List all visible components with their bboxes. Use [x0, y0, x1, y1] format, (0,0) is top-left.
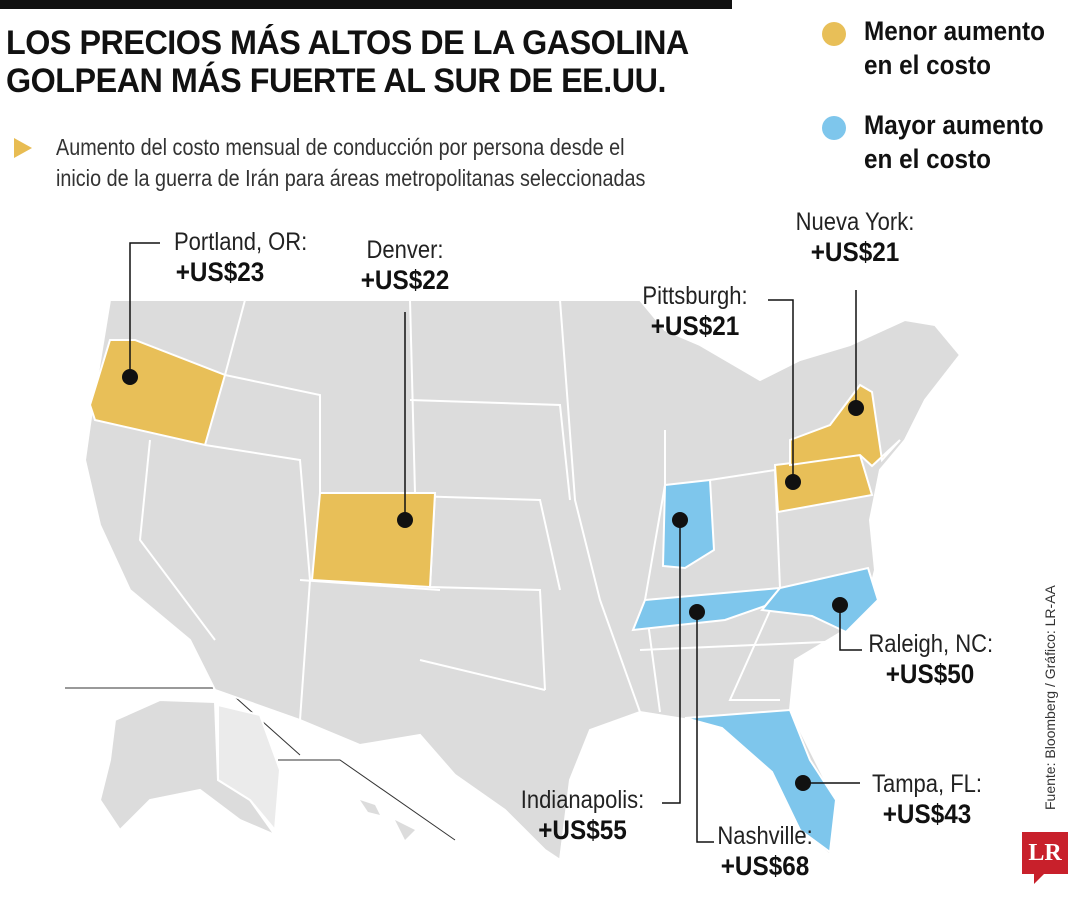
state-tennessee: [631, 586, 783, 632]
legend-dot-high: [822, 116, 846, 140]
state-new-york: [789, 383, 901, 468]
top-rule: [0, 0, 732, 9]
subtitle: Aumento del costo mensual de conducción …: [56, 134, 646, 191]
state-florida: [684, 708, 838, 854]
label-pittsburgh: Pittsburgh: +US$21: [642, 282, 748, 341]
marker-denver: [397, 512, 413, 528]
marker-indianapolis: [672, 512, 688, 528]
source-credit: Fuente: Bloomberg / Gráfico: LR-AA: [1042, 585, 1058, 810]
label-denver: Denver: +US$22: [360, 236, 450, 295]
marker-new-york: [848, 400, 864, 416]
legend-dot-low: [822, 22, 846, 46]
state-colorado: [310, 492, 437, 589]
label-raleigh: Raleigh, NC: +US$50: [868, 630, 994, 689]
legend-low: Menor aumento en el costo: [864, 16, 1045, 80]
marker-portland: [122, 369, 138, 385]
city-markers: [122, 369, 864, 791]
label-new-york: Nueva York: +US$21: [795, 208, 915, 267]
marker-nashville: [689, 604, 705, 620]
marker-pittsburgh: [785, 474, 801, 490]
leader-lines: [129, 242, 862, 843]
label-nashville: Nashville: +US$68: [717, 822, 813, 881]
title: LOS PRECIOS MÁS ALTOS DE LA GASOLINA GOL…: [6, 24, 689, 100]
bullet-triangle-icon: [14, 138, 32, 158]
label-portland: Portland, OR: +US$23: [174, 228, 308, 287]
legend-high: Mayor aumento en el costo: [864, 110, 1044, 174]
state-oregon: [88, 339, 227, 447]
marker-raleigh: [832, 597, 848, 613]
state-north-carolina: [760, 566, 880, 634]
label-indianapolis: Indianapolis: +US$55: [520, 786, 645, 845]
inset-alaska-hawaii: [65, 687, 456, 841]
label-tampa: Tampa, FL: +US$43: [871, 770, 983, 829]
marker-tampa: [795, 775, 811, 791]
lr-logo: LR: [1022, 832, 1068, 884]
state-indiana: [661, 478, 716, 570]
